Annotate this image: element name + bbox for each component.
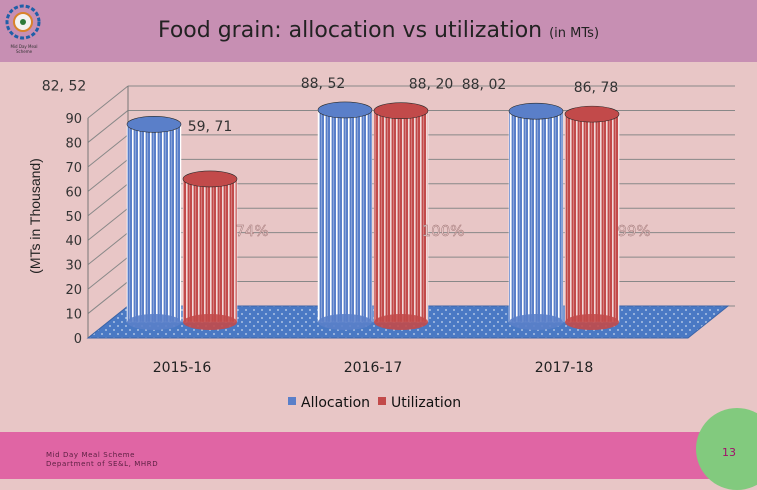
gridline-depth <box>87 183 129 217</box>
allocation-bar-cap <box>317 101 373 119</box>
utilization-bar-base <box>565 314 619 330</box>
y-tick-label: 30 <box>65 259 82 274</box>
legend-swatch-utilization <box>378 397 386 405</box>
utilization-bar <box>373 110 429 323</box>
allocation-bar-cap <box>508 102 564 120</box>
y-tick-label: 0 <box>74 332 82 347</box>
x-tick-label: 2015-16 <box>153 360 212 376</box>
allocation-bar-value-label: 82, 52 <box>42 78 87 94</box>
slide-header <box>0 0 757 62</box>
utilization-bar-value-label: 88, 20 <box>409 77 454 93</box>
y-tick-label: 60 <box>65 185 82 200</box>
utilization-bar-cap <box>564 105 620 123</box>
legend-label-utilization: Utilization <box>391 395 461 411</box>
gridline-depth <box>87 232 129 266</box>
allocation-bar <box>126 124 182 323</box>
y-tick-label: 80 <box>65 136 82 151</box>
gridline-depth <box>87 207 129 241</box>
utilization-bar-value-label: 59, 71 <box>188 119 233 135</box>
allocation-bar-base <box>318 314 372 330</box>
utilization-bar-base <box>374 314 428 330</box>
y-axis-title: (MTs in Thousand) <box>27 158 43 274</box>
footer-credit: Mid Day Meal Scheme Department of SE&L, … <box>46 451 159 468</box>
utilization-bar-base <box>183 314 237 330</box>
y-tick-label: 40 <box>65 234 82 249</box>
logo-caption: Mid Day Meal Scheme <box>10 44 38 54</box>
gridline-depth <box>87 158 129 192</box>
legend-swatch-allocation <box>288 397 296 405</box>
y-tick-label: 20 <box>65 283 82 298</box>
legend-label-allocation: Allocation <box>301 395 370 411</box>
page-number-badge <box>696 408 757 490</box>
utilization-bar-cap <box>373 102 429 120</box>
allocation-bar-base <box>127 314 181 330</box>
scheme-logo <box>5 4 41 40</box>
utilization-bar-value-label: 86, 78 <box>574 80 619 96</box>
page-number: 13 <box>722 446 736 459</box>
allocation-utilization-chart: 0 10 20 30 40 50 60 70 80 90 (MTs in Thousand) 82, … <box>27 76 735 411</box>
gridline-depth <box>87 85 129 119</box>
utilization-bar-cap <box>182 170 238 188</box>
utilization-percent-label: 74% <box>235 222 268 240</box>
y-tick-label: 70 <box>65 161 82 176</box>
allocation-bar <box>508 110 564 323</box>
utilization-bar <box>182 178 238 323</box>
allocation-bar-value-label: 88, 02 <box>462 77 507 93</box>
utilization-percent-label: 99% <box>617 222 650 240</box>
slide-title: Food grain: allocation vs utilization (i… <box>157 18 600 43</box>
x-tick-label: 2016-17 <box>344 360 403 376</box>
y-tick-label: 10 <box>65 308 82 323</box>
y-tick-label: 50 <box>65 210 82 225</box>
y-tick-label: 90 <box>65 112 82 127</box>
gridline-depth <box>87 134 129 168</box>
utilization-percent-label: 100% <box>422 222 465 240</box>
gridline-depth <box>87 281 129 314</box>
allocation-bar-value-label: 88, 52 <box>301 76 346 92</box>
allocation-bar-cap <box>126 116 182 133</box>
utilization-bar <box>564 113 620 323</box>
allocation-bar-base <box>509 314 563 330</box>
gridline-depth <box>87 256 129 290</box>
x-tick-label: 2017-18 <box>535 360 594 376</box>
slide-footer <box>0 432 757 479</box>
gridline-depth <box>87 110 129 143</box>
allocation-bar <box>317 109 373 323</box>
